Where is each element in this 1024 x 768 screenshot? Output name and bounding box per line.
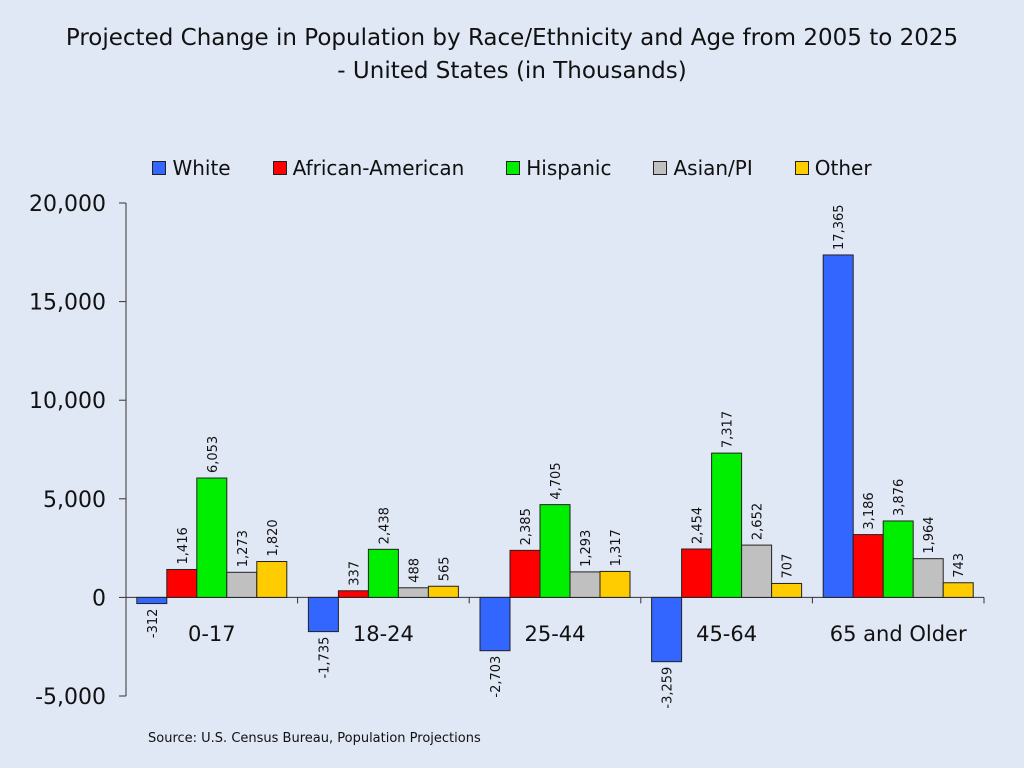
legend-item: Asian/PI xyxy=(653,156,753,180)
legend-swatch xyxy=(152,161,167,175)
data-label: 743 xyxy=(952,553,967,578)
y-tick-label: 20,000 xyxy=(29,192,106,217)
data-label: 2,385 xyxy=(519,508,534,545)
data-label: 4,705 xyxy=(549,462,564,499)
legend-label: Hispanic xyxy=(526,156,612,180)
chart-title: Projected Change in Population by Race/E… xyxy=(0,22,1024,88)
x-category-label: 0-17 xyxy=(188,622,236,646)
bar-other xyxy=(771,582,803,598)
data-label: 488 xyxy=(407,558,422,583)
bar-hispanic xyxy=(711,452,743,598)
y-tick-label: 15,000 xyxy=(29,291,106,316)
bar-african-american xyxy=(681,548,713,598)
data-label: 337 xyxy=(347,561,362,586)
bar-white xyxy=(822,254,854,598)
chart-title-line-1: Projected Change in Population by Race/E… xyxy=(65,25,959,51)
data-label: 707 xyxy=(781,554,796,579)
bar-hispanic xyxy=(882,520,914,598)
data-label: 565 xyxy=(437,556,452,581)
bar-asian-pi xyxy=(912,558,944,598)
legend-label: Other xyxy=(814,156,872,180)
legend-item: White xyxy=(152,156,231,180)
legend-item: Other xyxy=(794,156,872,180)
bar-african-american xyxy=(509,549,541,598)
legend-swatch xyxy=(272,161,287,175)
bar-hispanic xyxy=(539,504,571,598)
chart-title-line-2: - United States (in Thousands) xyxy=(337,58,687,84)
data-label: 6,053 xyxy=(206,436,221,473)
bar-other xyxy=(599,570,631,598)
y-tick-label: 0 xyxy=(92,586,106,611)
bar-white xyxy=(651,596,683,663)
y-tick-label: -5,000 xyxy=(35,685,106,710)
bar-african-american xyxy=(337,590,369,598)
data-label: 1,964 xyxy=(922,516,937,553)
bar-african-american xyxy=(852,534,884,598)
data-label: 2,438 xyxy=(377,507,392,544)
data-label: 7,317 xyxy=(721,411,736,448)
x-category-label: 45-64 xyxy=(696,622,757,646)
legend-item: Hispanic xyxy=(506,156,611,180)
data-label: 1,317 xyxy=(609,529,624,566)
y-tick-label: 10,000 xyxy=(29,389,106,414)
data-label: -2,703 xyxy=(489,656,504,698)
bar-hispanic xyxy=(196,477,228,598)
bar-other xyxy=(256,561,288,598)
bar-asian-pi xyxy=(569,571,601,598)
bar-asian-pi xyxy=(741,544,773,598)
bar-white xyxy=(479,596,511,652)
chart-legend: White African-American Hispanic Asian/PI Oth… xyxy=(0,156,1024,180)
legend-swatch xyxy=(794,161,809,175)
bar-white xyxy=(307,596,339,633)
bar-other xyxy=(942,582,974,598)
data-label: 1,273 xyxy=(236,530,251,567)
data-label: 2,454 xyxy=(691,507,706,544)
legend-swatch xyxy=(653,161,668,175)
data-label: -312 xyxy=(146,609,161,639)
data-label: 2,652 xyxy=(751,503,766,540)
data-label: 1,416 xyxy=(176,527,191,564)
y-tick-label: 5,000 xyxy=(43,488,106,513)
bar-asian-pi xyxy=(397,587,429,598)
legend-swatch xyxy=(506,161,521,175)
legend-label: Asian/PI xyxy=(673,156,753,180)
x-category-label: 25-44 xyxy=(524,622,585,646)
bar-hispanic xyxy=(367,548,399,598)
bar-other xyxy=(427,585,459,598)
bar-white xyxy=(136,596,168,605)
source-note: Source: U.S. Census Bureau, Population P… xyxy=(148,731,481,746)
x-category-label: 65 and Older xyxy=(830,622,967,646)
data-label: -3,259 xyxy=(661,667,676,709)
legend-item: African-American xyxy=(272,156,465,180)
legend-label: African-American xyxy=(292,156,465,180)
bar-african-american xyxy=(166,568,198,598)
bar-asian-pi xyxy=(226,571,258,598)
data-label: -1,735 xyxy=(317,637,332,679)
data-label: 3,186 xyxy=(862,492,877,529)
data-label: 1,293 xyxy=(579,530,594,567)
data-label: 3,876 xyxy=(892,479,907,516)
data-label: 17,365 xyxy=(832,204,847,250)
x-category-label: 18-24 xyxy=(353,622,414,646)
data-label: 1,820 xyxy=(266,519,281,556)
legend-label: White xyxy=(172,156,231,180)
